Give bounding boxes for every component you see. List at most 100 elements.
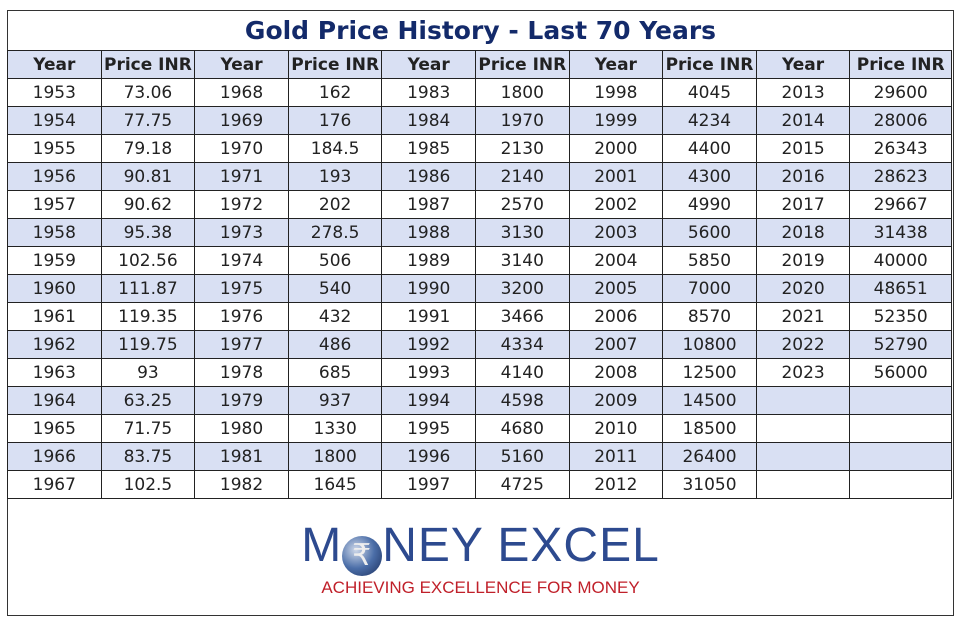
year-cell: 1980 xyxy=(194,414,289,443)
year-cell: 1961 xyxy=(7,302,102,331)
table-row: 1964 63.25 1979 937 1994 4598 2009 14500 xyxy=(7,386,952,415)
price-cell: 5160 xyxy=(475,442,570,471)
price-cell: 2140 xyxy=(475,162,570,191)
price-cell: 4990 xyxy=(662,190,757,219)
year-cell: 1991 xyxy=(381,302,476,331)
year-cell: 1985 xyxy=(381,134,476,163)
year-cell: 1967 xyxy=(7,470,102,499)
year-cell: 2014 xyxy=(755,106,851,135)
globe-rupee-icon: ₹ xyxy=(342,536,383,576)
price-cell: 79.18 xyxy=(100,134,196,163)
empty-cell xyxy=(755,442,851,471)
year-header: Year xyxy=(568,50,664,79)
price-cell: 4300 xyxy=(662,162,757,191)
price-header: Price INR xyxy=(662,50,757,79)
year-cell: 1966 xyxy=(7,442,102,471)
year-cell: 2006 xyxy=(568,302,664,331)
year-cell: 1979 xyxy=(194,386,289,415)
year-cell: 1995 xyxy=(381,414,476,443)
year-cell: 1970 xyxy=(194,134,289,163)
year-cell: 2015 xyxy=(755,134,851,163)
empty-cell xyxy=(849,470,952,499)
price-cell: 26400 xyxy=(662,442,757,471)
table-row: 1958 95.38 1973 278.5 1988 3130 2003 5600 2018 31… xyxy=(7,218,952,247)
price-cell: 3140 xyxy=(475,246,570,275)
price-cell: 176 xyxy=(287,106,383,135)
year-cell: 1975 xyxy=(194,274,289,303)
year-cell: 1989 xyxy=(381,246,476,275)
year-cell: 2020 xyxy=(755,274,851,303)
year-cell: 1994 xyxy=(381,386,476,415)
empty-cell xyxy=(849,386,952,415)
year-cell: 2021 xyxy=(755,302,851,331)
price-cell: 4400 xyxy=(662,134,757,163)
year-cell: 1974 xyxy=(194,246,289,275)
year-cell: 1998 xyxy=(568,78,664,107)
year-cell: 1959 xyxy=(7,246,102,275)
price-cell: 56000 xyxy=(849,358,952,387)
table-row: 1963 93 1978 685 1993 4140 2008 12500 2023 56000 xyxy=(7,358,952,387)
price-cell: 77.75 xyxy=(100,106,196,135)
price-cell: 486 xyxy=(287,330,383,359)
price-cell: 90.62 xyxy=(100,190,196,219)
year-cell: 1973 xyxy=(194,218,289,247)
price-cell: 202 xyxy=(287,190,383,219)
year-cell: 1963 xyxy=(7,358,102,387)
table-row: 1959 102.56 1974 506 1989 3140 2004 5850 2019 400… xyxy=(7,246,952,275)
price-cell: 1800 xyxy=(287,442,383,471)
gold-price-sheet: Gold Price History - Last 70 Years Year P… xyxy=(7,10,954,616)
year-cell: 2011 xyxy=(568,442,664,471)
year-cell: 2008 xyxy=(568,358,664,387)
price-cell: 3200 xyxy=(475,274,570,303)
price-cell: 4598 xyxy=(475,386,570,415)
price-cell: 4680 xyxy=(475,414,570,443)
year-cell: 1990 xyxy=(381,274,476,303)
price-cell: 63.25 xyxy=(100,386,196,415)
year-cell: 1956 xyxy=(7,162,102,191)
year-cell: 1953 xyxy=(7,78,102,107)
price-cell: 90.81 xyxy=(100,162,196,191)
year-cell: 1969 xyxy=(194,106,289,135)
year-cell: 1977 xyxy=(194,330,289,359)
table-row: 1960 111.87 1975 540 1990 3200 2005 7000 2020 486… xyxy=(7,274,952,303)
price-cell: 31438 xyxy=(849,218,952,247)
empty-cell xyxy=(755,414,851,443)
year-cell: 1978 xyxy=(194,358,289,387)
year-cell: 1984 xyxy=(381,106,476,135)
year-cell: 1988 xyxy=(381,218,476,247)
year-cell: 1983 xyxy=(381,78,476,107)
year-cell: 1987 xyxy=(381,190,476,219)
price-cell: 83.75 xyxy=(100,442,196,471)
year-header: Year xyxy=(7,50,102,79)
year-cell: 2018 xyxy=(755,218,851,247)
price-cell: 93 xyxy=(100,358,196,387)
year-cell: 1957 xyxy=(7,190,102,219)
price-cell: 31050 xyxy=(662,470,757,499)
year-cell: 1996 xyxy=(381,442,476,471)
price-cell: 540 xyxy=(287,274,383,303)
price-cell: 95.38 xyxy=(100,218,196,247)
price-cell: 40000 xyxy=(849,246,952,275)
year-cell: 2023 xyxy=(755,358,851,387)
table-row: 1966 83.75 1981 1800 1996 5160 2011 26400 xyxy=(7,442,952,471)
price-cell: 48651 xyxy=(849,274,952,303)
year-cell: 2003 xyxy=(568,218,664,247)
price-cell: 111.87 xyxy=(100,274,196,303)
price-cell: 73.06 xyxy=(100,78,196,107)
year-cell: 1968 xyxy=(194,78,289,107)
table-row: 1957 90.62 1972 202 1987 2570 2002 4990 2017 2966… xyxy=(7,190,952,219)
price-header: Price INR xyxy=(849,50,952,79)
year-cell: 1982 xyxy=(194,470,289,499)
price-cell: 1330 xyxy=(287,414,383,443)
year-cell: 1999 xyxy=(568,106,664,135)
price-cell: 4334 xyxy=(475,330,570,359)
table-row: 1955 79.18 1970 184.5 1985 2130 2000 4400 2015 26… xyxy=(7,134,952,163)
price-cell: 12500 xyxy=(662,358,757,387)
price-cell: 52790 xyxy=(849,330,952,359)
price-cell: 432 xyxy=(287,302,383,331)
price-cell: 5850 xyxy=(662,246,757,275)
year-cell: 1972 xyxy=(194,190,289,219)
year-cell: 1997 xyxy=(381,470,476,499)
year-cell: 2013 xyxy=(755,78,851,107)
price-cell: 278.5 xyxy=(287,218,383,247)
